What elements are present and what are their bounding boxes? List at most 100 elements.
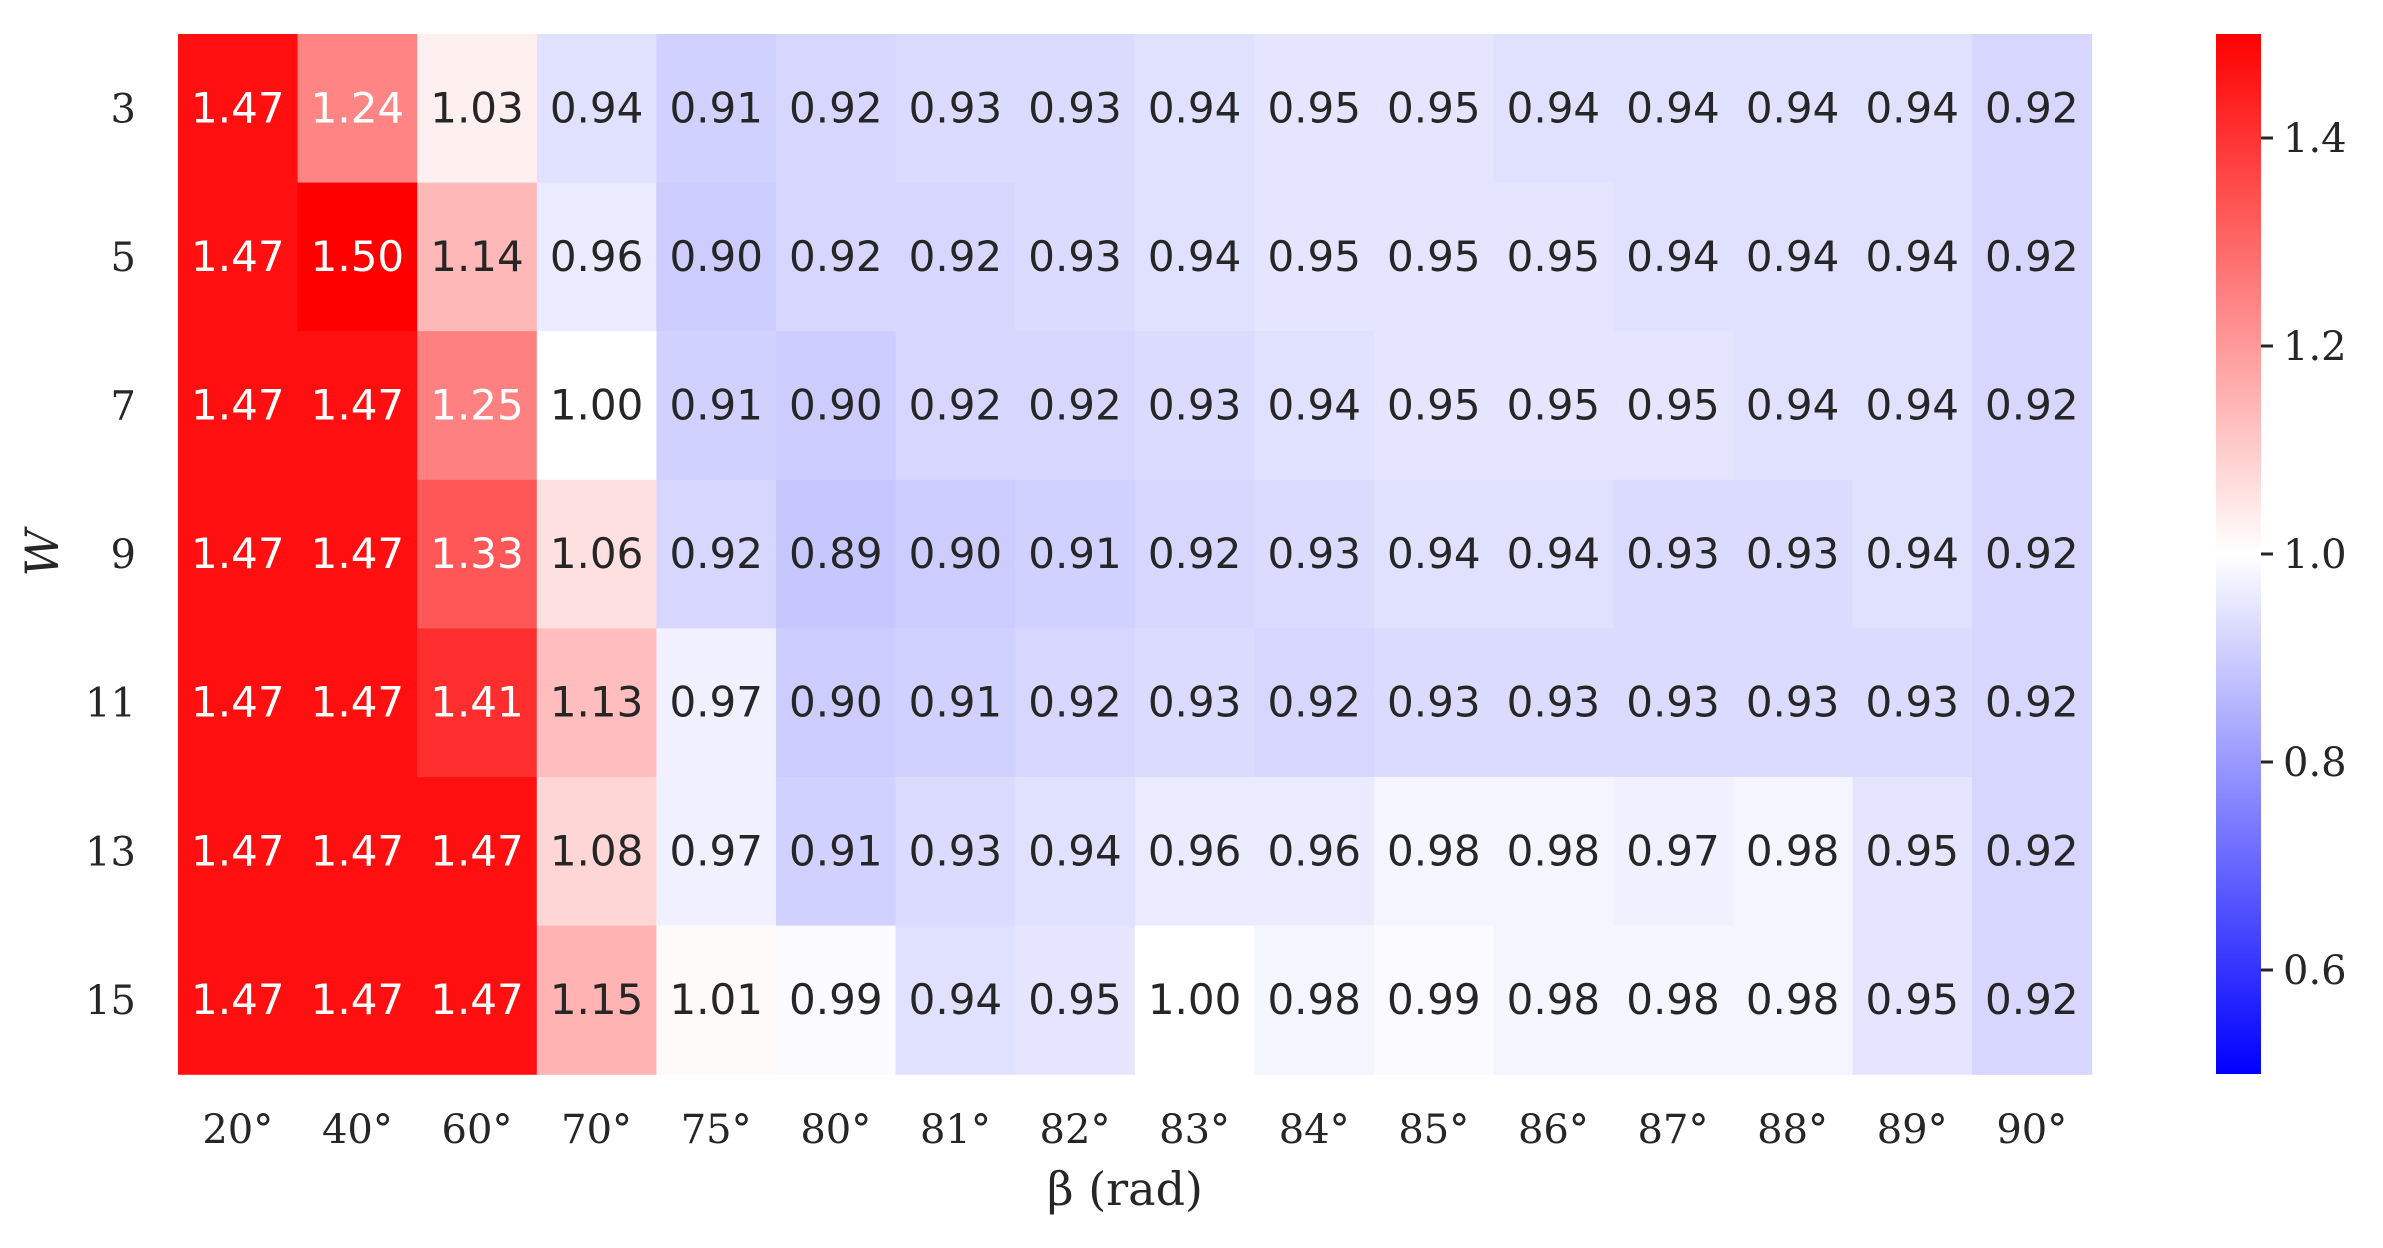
cell-value-label: 1.50 [311, 232, 405, 281]
heatmap-cell [1972, 182, 2093, 332]
cell-value-label: 0.95 [1387, 83, 1481, 132]
heatmap-cell [1852, 331, 1973, 481]
cell-value-label: 0.94 [1626, 232, 1720, 281]
cell-value-label: 1.47 [311, 678, 405, 727]
cell-value-label: 1.47 [191, 678, 285, 727]
heatmap-cell [1374, 777, 1495, 927]
x-tick-label: 87° [1638, 1107, 1709, 1153]
heatmap-cell [1374, 331, 1495, 481]
cell-value-label: 0.93 [1865, 678, 1959, 727]
heatmap-cell [178, 777, 299, 927]
heatmap-cell [1134, 479, 1255, 629]
cell-value-label: 0.92 [1985, 83, 2079, 132]
x-tick-label: 86° [1518, 1107, 1589, 1153]
heatmap-cell [895, 182, 1016, 332]
cell-value-label: 1.47 [191, 232, 285, 281]
y-tick-label: 13 [85, 829, 136, 875]
heatmap-cell [895, 34, 1016, 184]
heatmap-cell [297, 925, 418, 1075]
cell-value-label: 0.95 [1267, 83, 1361, 132]
cell-value-label: 0.93 [909, 83, 1003, 132]
heatmap-cell [1015, 182, 1136, 332]
cell-value-label: 1.47 [191, 826, 285, 875]
cell-value-label: 0.94 [1148, 232, 1242, 281]
cell-value-label: 0.94 [1387, 529, 1481, 578]
heatmap-cell [1613, 34, 1734, 184]
heatmap-cell [1374, 34, 1495, 184]
heatmap-cell [1254, 479, 1375, 629]
cell-value-label: 0.95 [1507, 381, 1601, 430]
cell-value-label: 0.92 [1985, 826, 2079, 875]
heatmap-cell [776, 479, 897, 629]
cell-value-label: 0.99 [789, 975, 883, 1024]
heatmap-cell [895, 331, 1016, 481]
cell-value-label: 1.47 [311, 826, 405, 875]
y-tick-label: 5 [111, 235, 136, 281]
cell-value-label: 0.90 [789, 678, 883, 727]
cell-value-label: 0.99 [1387, 975, 1481, 1024]
cell-value-label: 0.92 [1985, 975, 2079, 1024]
heatmap-cell [1613, 925, 1734, 1075]
y-tick-label: 3 [111, 86, 136, 132]
cell-value-label: 1.03 [430, 83, 524, 132]
cell-value-label: 0.98 [1746, 826, 1840, 875]
heatmap-cell [656, 182, 777, 332]
heatmap-cell [1493, 34, 1614, 184]
colorbar-tick-label: 0.8 [2283, 740, 2347, 786]
cell-value-label: 0.94 [1028, 826, 1122, 875]
cell-value-label: 0.94 [1746, 381, 1840, 430]
cell-value-label: 1.15 [550, 975, 644, 1024]
cell-value-label: 1.41 [430, 678, 524, 727]
cell-value-label: 0.93 [1626, 678, 1720, 727]
cell-value-label: 1.00 [1148, 975, 1242, 1024]
cell-value-label: 0.92 [669, 529, 763, 578]
heatmap-cell [1374, 925, 1495, 1075]
cell-value-label: 1.13 [550, 678, 644, 727]
heatmap-cell [1015, 777, 1136, 927]
cell-value-label: 0.98 [1507, 826, 1601, 875]
heatmap-cell [417, 34, 538, 184]
cell-value-label: 0.90 [669, 232, 763, 281]
y-tick-label: 15 [85, 978, 136, 1024]
cell-value-label: 0.97 [669, 826, 763, 875]
heatmap-cell [417, 777, 538, 927]
cell-value-label: 1.08 [550, 826, 644, 875]
colorbar-ticks: 0.6 0.8 1.0 1.2 1.4 [2261, 116, 2347, 994]
cell-value-label: 0.91 [669, 381, 763, 430]
cell-value-label: 0.97 [1626, 826, 1720, 875]
heatmap-cell [1972, 628, 2093, 778]
x-tick-label: 83° [1159, 1107, 1230, 1153]
cell-value-label: 0.96 [1267, 826, 1361, 875]
heatmap-cell [1732, 479, 1853, 629]
cell-value-label: 0.93 [909, 826, 1003, 875]
cell-value-label: 0.98 [1746, 975, 1840, 1024]
y-tick-label: 9 [111, 532, 136, 578]
heatmap-cell [536, 331, 657, 481]
cell-value-label: 0.97 [669, 678, 763, 727]
x-tick-label: 20° [202, 1107, 273, 1153]
heatmap-cell [656, 925, 777, 1075]
cell-value-label: 0.90 [909, 529, 1003, 578]
heatmap-cell [297, 34, 418, 184]
heatmap-cell [1134, 34, 1255, 184]
cell-value-label: 1.06 [550, 529, 644, 578]
heatmap-cell [178, 628, 299, 778]
heatmap-cell [776, 34, 897, 184]
x-tick-label: 88° [1757, 1107, 1828, 1153]
heatmap-cell [776, 628, 897, 778]
heatmap-cell [297, 182, 418, 332]
cell-value-label: 0.89 [789, 529, 883, 578]
cell-value-label: 0.94 [1507, 529, 1601, 578]
cell-value-label: 1.14 [430, 232, 524, 281]
x-tick-labels: 20° 40° 60° 70° 75° 80° 81° 82° 83° 84° 85° 86° 87° 8… [202, 1107, 2067, 1153]
heatmap-cell [895, 777, 1016, 927]
heatmap-cell [1254, 34, 1375, 184]
y-tick-labels: 3 5 7 9 11 13 15 [85, 86, 136, 1024]
cell-value-label: 0.94 [1746, 232, 1840, 281]
x-tick-label: 40° [322, 1107, 393, 1153]
heatmap-cell [536, 925, 657, 1075]
heatmap-cell [536, 628, 657, 778]
cell-value-label: 0.92 [909, 381, 1003, 430]
cell-value-label: 0.95 [1626, 381, 1720, 430]
